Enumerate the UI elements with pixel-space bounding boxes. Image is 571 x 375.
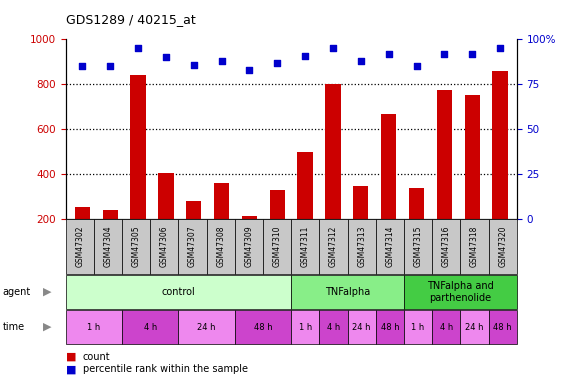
- Text: TNFalpha: TNFalpha: [325, 287, 370, 297]
- Point: [300, 53, 309, 58]
- Text: GSM47320: GSM47320: [498, 226, 507, 267]
- Point: [245, 67, 254, 73]
- Text: 4 h: 4 h: [327, 322, 340, 332]
- Bar: [353, 186, 368, 264]
- Point: [134, 45, 143, 51]
- Point: [328, 45, 337, 51]
- Text: GSM47307: GSM47307: [188, 226, 197, 267]
- Text: 4 h: 4 h: [144, 322, 157, 332]
- Point: [189, 62, 198, 68]
- Text: GSM47310: GSM47310: [272, 226, 282, 267]
- Text: 48 h: 48 h: [493, 322, 512, 332]
- Bar: [381, 114, 396, 264]
- Text: GSM47306: GSM47306: [160, 226, 169, 267]
- Text: GSM47314: GSM47314: [385, 226, 395, 267]
- Text: GSM47309: GSM47309: [244, 226, 254, 267]
- Text: ▶: ▶: [43, 322, 51, 332]
- Text: control: control: [162, 287, 195, 297]
- Text: 24 h: 24 h: [352, 322, 371, 332]
- Text: GDS1289 / 40215_at: GDS1289 / 40215_at: [66, 13, 195, 26]
- Bar: [437, 90, 452, 264]
- Text: GSM47315: GSM47315: [413, 226, 423, 267]
- Bar: [409, 188, 424, 264]
- Point: [384, 51, 393, 57]
- Text: ▶: ▶: [43, 287, 51, 297]
- Point: [440, 51, 449, 57]
- Text: ■: ■: [66, 364, 76, 374]
- Point: [412, 63, 421, 69]
- Text: time: time: [3, 322, 25, 332]
- Point: [496, 45, 505, 51]
- Text: GSM47311: GSM47311: [301, 226, 310, 267]
- Text: GSM47304: GSM47304: [103, 226, 112, 267]
- Bar: [214, 183, 229, 264]
- Point: [468, 51, 477, 57]
- Bar: [465, 94, 480, 264]
- Text: GSM47312: GSM47312: [329, 226, 338, 267]
- Text: ■: ■: [66, 352, 76, 362]
- Text: 48 h: 48 h: [381, 322, 399, 332]
- Bar: [242, 216, 257, 264]
- Text: 1 h: 1 h: [412, 322, 425, 332]
- Bar: [270, 190, 285, 264]
- Bar: [186, 201, 202, 264]
- Point: [106, 63, 115, 69]
- Text: TNFalpha and
parthenolide: TNFalpha and parthenolide: [427, 281, 494, 303]
- Text: GSM47313: GSM47313: [357, 226, 366, 267]
- Text: GSM47318: GSM47318: [470, 226, 479, 267]
- Bar: [297, 152, 313, 264]
- Text: GSM47302: GSM47302: [75, 226, 85, 267]
- Bar: [130, 75, 146, 264]
- Bar: [103, 210, 118, 264]
- Text: GSM47305: GSM47305: [132, 226, 140, 267]
- Point: [78, 63, 87, 69]
- Text: 1 h: 1 h: [299, 322, 312, 332]
- Bar: [75, 207, 90, 264]
- Text: GSM47308: GSM47308: [216, 226, 225, 267]
- Text: 4 h: 4 h: [440, 322, 453, 332]
- Bar: [492, 71, 508, 264]
- Text: 24 h: 24 h: [465, 322, 484, 332]
- Text: 48 h: 48 h: [254, 322, 272, 332]
- Text: 24 h: 24 h: [198, 322, 216, 332]
- Point: [356, 58, 365, 64]
- Point: [217, 58, 226, 64]
- Text: 1 h: 1 h: [87, 322, 100, 332]
- Text: percentile rank within the sample: percentile rank within the sample: [83, 364, 248, 374]
- Bar: [325, 84, 341, 264]
- Point: [273, 60, 282, 66]
- Text: agent: agent: [3, 287, 31, 297]
- Bar: [158, 173, 174, 264]
- Text: GSM47316: GSM47316: [442, 226, 451, 267]
- Text: count: count: [83, 352, 110, 362]
- Point: [162, 54, 171, 60]
